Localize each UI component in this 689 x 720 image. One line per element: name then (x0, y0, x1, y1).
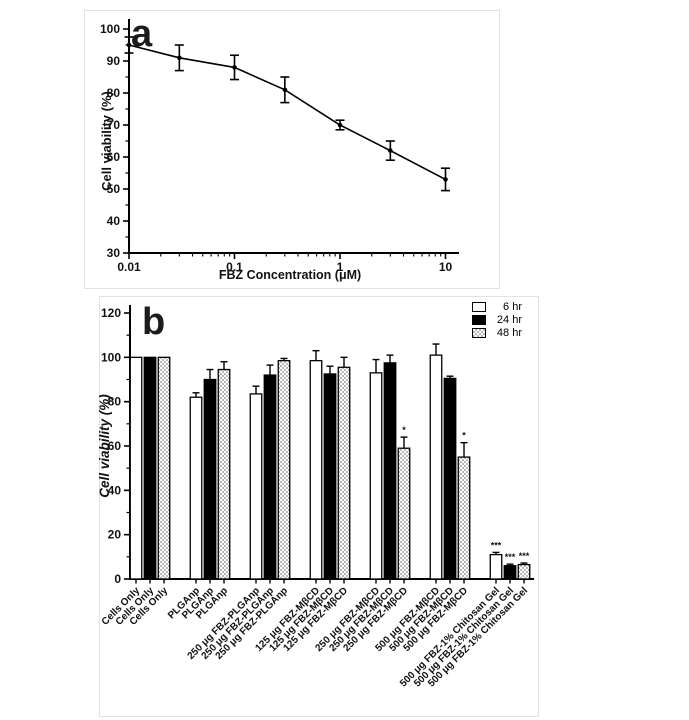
y-tick-label: 100 (101, 350, 121, 364)
data-line (128, 44, 446, 181)
data-point (388, 148, 393, 153)
bar (337, 366, 351, 580)
x-tick-label: 0.1 (226, 260, 243, 274)
y-tick-label: 120 (101, 306, 121, 320)
x-tick-label: 0.01 (117, 260, 141, 274)
y-tick-label: 100 (100, 22, 120, 36)
x-tick-label: 1 (337, 260, 344, 274)
y-tick-label: 40 (108, 483, 122, 497)
y-tick-label: 60 (107, 150, 121, 164)
bar (323, 373, 337, 580)
panel-a: a 30 40 50 60 70 80 90 100 0.01 0.1 1 10 FBZ Concent… (84, 10, 500, 289)
bar (443, 377, 457, 580)
bar (217, 368, 231, 580)
legend-item-6hr: 6 hr (472, 300, 522, 313)
data-point (232, 65, 237, 70)
data-point (282, 87, 288, 93)
data-point (177, 55, 182, 61)
y-tick-label: 20 (108, 528, 122, 542)
y-tick-label: 70 (107, 118, 121, 132)
y-tick-label: 30 (107, 246, 121, 260)
y-axis-title: Cell viability (%) (97, 394, 112, 498)
bar (429, 354, 443, 580)
data-point (443, 177, 448, 182)
y-tick-label: 80 (108, 395, 122, 409)
legend-item-24hr: 24 hr (472, 313, 522, 326)
y-tick-label: 50 (107, 182, 121, 196)
dose-response-line-chart: 30 40 50 60 70 80 90 100 0.01 0.1 1 10 FBZ Concentra… (99, 19, 459, 282)
bar (249, 393, 263, 580)
bar (143, 356, 157, 580)
bar (157, 356, 171, 580)
data-point (126, 42, 132, 48)
significance-star: *** (491, 540, 502, 550)
significance-star: *** (505, 552, 516, 562)
y-tick-label: 40 (107, 214, 121, 228)
bar (503, 565, 517, 580)
legend-label-48hr: 48 hr (496, 326, 522, 339)
legend-label-24hr: 24 hr (496, 313, 522, 326)
bar (263, 374, 277, 580)
bar (489, 553, 503, 580)
panel-b-label: b (142, 301, 166, 343)
significance-star: * (462, 431, 466, 441)
data-point (337, 122, 343, 128)
bar (277, 360, 291, 580)
bar (189, 396, 203, 580)
x-tick-label: 10 (439, 260, 453, 274)
bar (383, 362, 397, 580)
legend: 6 hr 24 hr 48 hr (472, 300, 522, 339)
significance-star: *** (519, 551, 530, 561)
panel-a-label: a (131, 13, 153, 55)
bar (517, 563, 531, 580)
legend-swatch-6hr (472, 301, 486, 312)
panel-b: b 0 20 40 60 80 100 120 Cells Only Cells Only Cel… (97, 296, 539, 717)
legend-swatch-24hr (472, 314, 486, 325)
legend-swatch-48hr (472, 327, 486, 338)
bar (203, 378, 217, 580)
bar (129, 356, 143, 580)
bar (457, 456, 471, 580)
y-axis-title: Cell viability (%) (99, 91, 114, 191)
bar (309, 360, 323, 580)
significance-star: * (402, 425, 406, 435)
bar (369, 372, 383, 580)
y-tick-label: 60 (108, 439, 122, 453)
legend-item-48hr: 48 hr (472, 326, 522, 339)
legend-label-6hr: 6 hr (503, 300, 522, 313)
y-tick-label: 80 (107, 86, 121, 100)
y-tick-label: 0 (114, 572, 121, 586)
y-tick-label: 90 (107, 54, 121, 68)
x-axis-title: FBZ Concentration (μM) (219, 268, 361, 282)
bar (397, 447, 411, 580)
